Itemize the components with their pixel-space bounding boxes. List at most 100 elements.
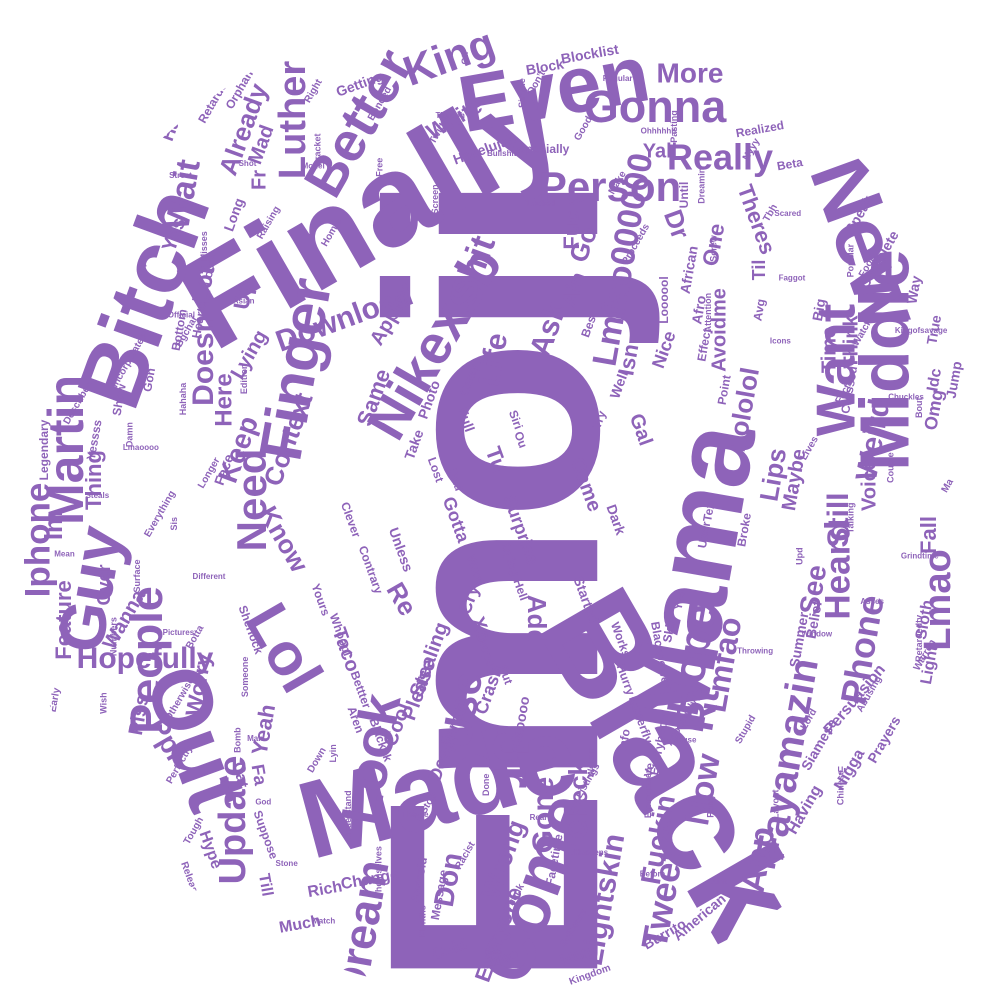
cloud-words-group: EmojiBlackFinallyMadeMamaMiddleEvenBitch… [18, 19, 965, 995]
cloud-word: Pictures [163, 628, 195, 637]
cloud-word: Different [193, 572, 226, 581]
cloud-word: Damn [125, 422, 135, 447]
cloud-word: Throwing [737, 646, 773, 655]
cloud-word: Retardedtv [914, 615, 924, 662]
cloud-word: Stone [276, 859, 299, 868]
cloud-word: Ve [641, 761, 657, 778]
cloud-word: Lmaoooo [123, 443, 159, 452]
cloud-word: Ma [940, 477, 957, 495]
cloud-word: Street [169, 171, 192, 180]
cloud-word: Skin [660, 616, 678, 643]
cloud-word: Update [212, 756, 254, 885]
cloud-word: Bullshit [487, 149, 517, 158]
cloud-word: Talking [846, 503, 856, 534]
cloud-word: Chuckles [888, 392, 924, 401]
cloud-word: Man [247, 734, 263, 743]
cloud-word: Free [375, 158, 385, 177]
cloud-word: Heard [818, 520, 857, 619]
cloud-word: Isn [613, 342, 643, 378]
cloud-word: Edition [239, 364, 249, 395]
cloud-word: Bomb [232, 727, 242, 753]
cloud-word: Pasting [669, 110, 679, 143]
cloud-word: Chinese [836, 770, 846, 805]
cloud-word: Kingofsavage [895, 326, 948, 335]
cloud-word: Avoidme [708, 288, 730, 372]
cloud-word: Icons [770, 336, 791, 345]
cloud-word: Suppose [251, 809, 282, 862]
cloud-word: Bracket [313, 134, 323, 167]
cloud-word: Ou [511, 429, 530, 449]
cloud-word: Couple [886, 452, 896, 483]
cloud-word: Ll [670, 705, 703, 732]
cloud-word: Local [200, 253, 219, 286]
cloud-word: Skin [660, 616, 678, 643]
cloud-word: Add [522, 595, 552, 646]
cloud-word: Hearts [189, 300, 209, 340]
cloud-word: Dreamin [696, 168, 706, 204]
cloud-word: Jr [481, 732, 548, 789]
cloud-word: Especially [511, 142, 570, 156]
cloud-word: Belief [803, 599, 825, 640]
cloud-word: Lot [187, 264, 220, 305]
cloud-word: Haha [157, 95, 191, 144]
cloud-word: African [677, 245, 701, 295]
cloud-word: Attention [703, 293, 713, 333]
cloud-word: People [121, 586, 172, 734]
cloud-word: Gone [527, 777, 560, 854]
cloud-word: Really [667, 137, 773, 178]
cloud-word: Avg [750, 298, 768, 322]
cloud-word: Cause [672, 736, 697, 745]
cloud-word: God [255, 798, 271, 807]
cloud-word: Broke [734, 512, 754, 548]
cloud-word: Light [918, 644, 942, 686]
cloud-word: Block [525, 55, 566, 77]
cloud-word: Text [700, 497, 718, 523]
cloud-word: Perry [705, 795, 715, 818]
cloud-word: Check [563, 760, 593, 839]
cloud-word: Happens [574, 848, 608, 857]
cloud-word: Steals [86, 491, 110, 500]
cloud-word: Fa [248, 763, 272, 788]
cloud-word: Yeah [247, 702, 281, 757]
cloud-word: Numbers [109, 617, 119, 656]
cloud-word: Gonna [584, 81, 727, 132]
cloud-word: Yall [643, 140, 677, 162]
cloud-word: Prayers [864, 713, 904, 766]
cloud-word: True [923, 314, 944, 346]
cloud-word: Regular [603, 74, 633, 83]
cloud-word: Window [801, 629, 832, 638]
cloud-word: Layout [770, 790, 780, 820]
cloud-word: Rt [677, 685, 728, 734]
cloud-word: Way [903, 274, 924, 305]
cloud-word: Loooool [657, 276, 671, 323]
cloud-word: Screw [708, 234, 718, 262]
cloud-word: Dr [658, 206, 696, 243]
cloud-word: Need [228, 449, 275, 552]
cloud-word: Cat [230, 761, 251, 790]
cloud-word: Aint [711, 877, 727, 886]
cloud-word: Emoji [325, 172, 663, 989]
cloud-word: Voice [858, 459, 880, 511]
cloud-word: Sloth [913, 599, 937, 641]
cloud-word: Iphone [18, 483, 57, 598]
cloud-word: Looked [527, 199, 556, 208]
cloud-word: Shot [239, 159, 257, 168]
cloud-word: Months [418, 905, 428, 937]
cloud-word: Surface [132, 559, 142, 592]
cloud-word: Here [210, 373, 237, 426]
cloud-word: Simple [517, 78, 527, 108]
cloud-word: Ur [838, 765, 847, 774]
cloud-word: Until [677, 182, 691, 209]
cloud-word: Full [454, 405, 478, 434]
cloud-word: Rich [306, 878, 343, 901]
cloud-word: Want [805, 304, 867, 436]
cloud-word: Up [228, 278, 258, 311]
cloud-word: Over [94, 564, 114, 605]
cloud-word: Feature [51, 580, 76, 659]
cloud-word: Screen [430, 184, 440, 214]
cloud-word: Time [818, 327, 840, 373]
cloud-word: Bout [914, 397, 924, 418]
cloud-word: Middle [845, 249, 923, 471]
cloud-word: Sis [169, 517, 179, 531]
cloud-word: Real [530, 813, 547, 822]
